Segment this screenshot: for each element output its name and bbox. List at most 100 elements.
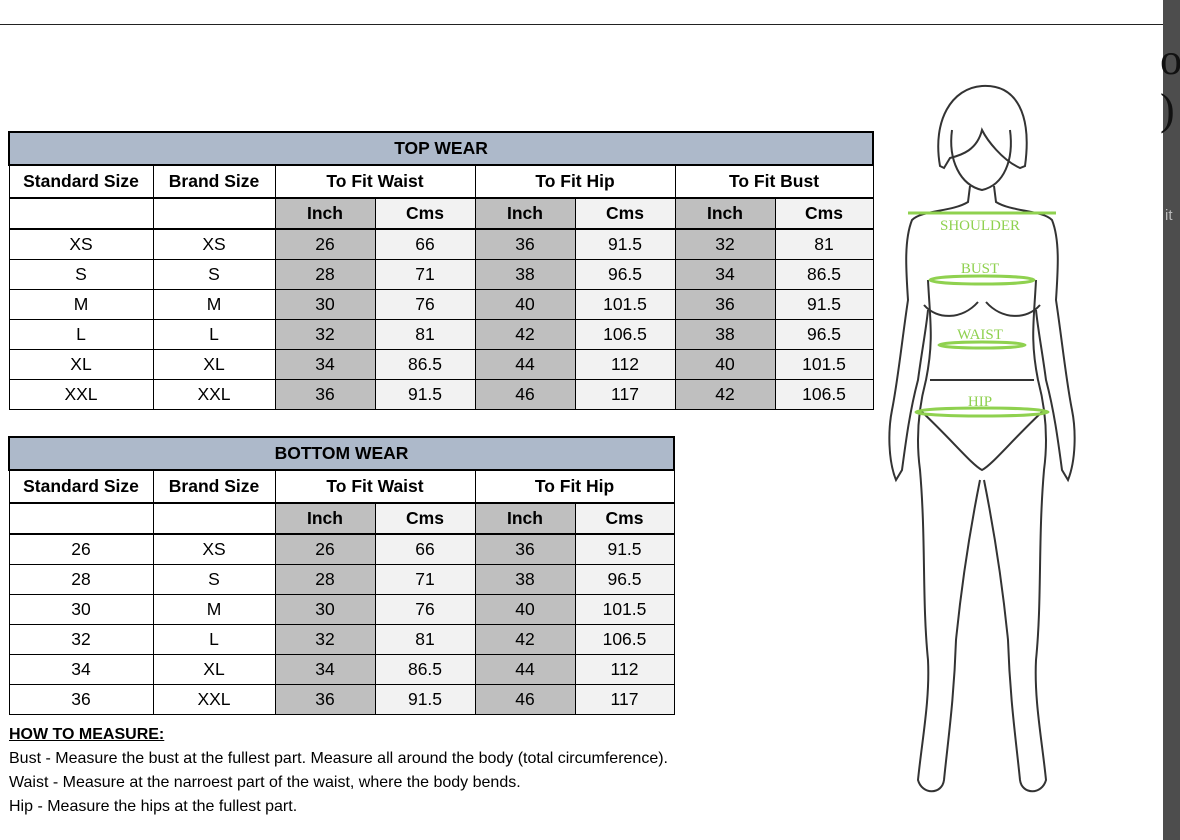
background-text-fragment: )	[1160, 85, 1175, 134]
table-cell: 36	[8, 684, 154, 715]
column-header: Standard Size	[8, 469, 154, 504]
waist-label: WAIST	[957, 327, 1003, 343]
table-cell: 96.5	[574, 564, 675, 595]
table-cell: 36	[474, 228, 576, 260]
table-cell: XXL	[152, 684, 276, 715]
table-cell: 30	[274, 289, 376, 320]
table-cell: 81	[374, 319, 476, 350]
table-row: XS XS 26 66 36 91.5 32 81	[8, 228, 874, 260]
table-cell: M	[152, 594, 276, 625]
unit-header: Inch	[474, 502, 576, 535]
table-row: 36 XXL 36 91.5 46 117	[8, 684, 675, 715]
table-cell: 38	[474, 564, 576, 595]
table-cell: 71	[374, 564, 476, 595]
table-cell: 40	[474, 594, 576, 625]
table-row: 32 L 32 81 42 106.5	[8, 624, 675, 655]
table-row: S S 28 71 38 96.5 34 86.5	[8, 259, 874, 290]
table-cell: 36	[674, 289, 776, 320]
table-cell: L	[152, 624, 276, 655]
table-cell: XXL	[152, 379, 276, 410]
table-cell: 86.5	[374, 349, 476, 380]
measure-instruction-hip: Hip - Measure the hips at the fullest pa…	[9, 798, 298, 815]
table-cell: 101.5	[774, 349, 874, 380]
column-header: To Fit Waist	[274, 469, 476, 504]
table-cell: 96.5	[574, 259, 676, 290]
bust-label: BUST	[961, 261, 999, 277]
table-cell: 44	[474, 654, 576, 685]
table-cell: 91.5	[374, 379, 476, 410]
unit-header: Cms	[574, 197, 676, 230]
table-cell: XS	[152, 533, 276, 565]
column-header: To Fit Bust	[674, 164, 874, 199]
measure-instruction-bust: Bust - Measure the bust at the fullest p…	[9, 750, 668, 767]
table-cell: S	[8, 259, 154, 290]
modal-header-divider	[0, 24, 1163, 25]
table-cell: 101.5	[574, 289, 676, 320]
empty-cell	[152, 502, 276, 535]
unit-header: Cms	[374, 502, 476, 535]
table-cell: 28	[274, 564, 376, 595]
table-cell: 42	[474, 624, 576, 655]
column-header: Brand Size	[152, 469, 276, 504]
table-cell: 112	[574, 349, 676, 380]
table-row: L L 32 81 42 106.5 38 96.5	[8, 319, 874, 350]
table-cell: 38	[474, 259, 576, 290]
table-cell: 26	[8, 533, 154, 565]
bust-measure-line	[928, 274, 1036, 286]
table-cell: 106.5	[574, 319, 676, 350]
column-header: To Fit Waist	[274, 164, 476, 199]
table-cell: M	[8, 289, 154, 320]
table-cell: XL	[152, 654, 276, 685]
table-cell: 32	[274, 624, 376, 655]
table-cell: 34	[274, 654, 376, 685]
background-text-fragment: it	[1165, 207, 1173, 224]
unit-header: Cms	[374, 197, 476, 230]
body-measurement-figure: SHOULDER BUST WAIST HIP	[888, 84, 1076, 793]
column-header: Brand Size	[152, 164, 276, 199]
table-cell: 91.5	[574, 228, 676, 260]
table-title: BOTTOM WEAR	[8, 436, 675, 471]
table-cell: 106.5	[574, 624, 675, 655]
column-header: To Fit Hip	[474, 469, 675, 504]
table-cell: 28	[8, 564, 154, 595]
table-cell: 32	[674, 228, 776, 260]
figure-outline	[888, 84, 1076, 793]
column-header: To Fit Hip	[474, 164, 676, 199]
unit-header: Cms	[574, 502, 675, 535]
table-cell: 86.5	[774, 259, 874, 290]
table-cell: 91.5	[574, 533, 675, 565]
table-cell: 38	[674, 319, 776, 350]
table-title: TOP WEAR	[7, 131, 875, 166]
table-cell: S	[152, 564, 276, 595]
table-cell: 76	[374, 594, 476, 625]
table-cell: 34	[274, 349, 376, 380]
table-cell: 36	[274, 379, 376, 410]
table-cell: XL	[8, 349, 154, 380]
table-cell: 32	[274, 319, 376, 350]
how-to-measure-heading: HOW TO MEASURE:	[9, 726, 165, 743]
waist-measure-line	[937, 340, 1027, 350]
table-cell: 40	[474, 289, 576, 320]
table-cell: XS	[152, 228, 276, 260]
shoulder-label: SHOULDER	[940, 218, 1020, 234]
table-cell: 86.5	[374, 654, 476, 685]
table-cell: 36	[274, 684, 376, 715]
table-cell: 112	[574, 654, 675, 685]
empty-cell	[8, 502, 154, 535]
table-row: M M 30 76 40 101.5 36 91.5	[8, 289, 874, 320]
table-cell: 28	[274, 259, 376, 290]
table-cell: 117	[574, 684, 675, 715]
unit-header: Inch	[274, 502, 376, 535]
table-cell: 46	[474, 684, 576, 715]
table-cell: 36	[474, 533, 576, 565]
table-cell: XXL	[8, 379, 154, 410]
table-row: XL XL 34 86.5 44 112 40 101.5	[8, 349, 874, 380]
table-cell: 30	[274, 594, 376, 625]
unit-header: Inch	[674, 197, 776, 230]
table-row: 30 M 30 76 40 101.5	[8, 594, 675, 625]
table-cell: L	[8, 319, 154, 350]
page-scrollbar-overlay[interactable]	[1163, 0, 1180, 840]
table-cell: L	[152, 319, 276, 350]
bottom-wear-size-table: BOTTOM WEAR Standard Size Brand Size To …	[8, 436, 675, 715]
top-wear-size-table: TOP WEAR Standard Size Brand Size To Fit…	[7, 131, 875, 410]
